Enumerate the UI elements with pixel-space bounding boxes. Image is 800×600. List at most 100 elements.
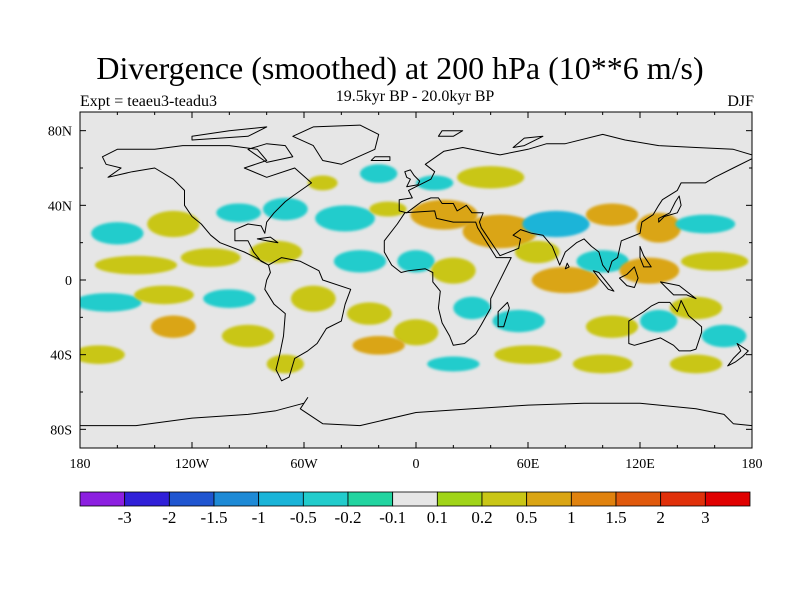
field-blob-6 bbox=[307, 175, 338, 191]
chart-title: Divergence (smoothed) at 200 hPa (10**6 … bbox=[96, 50, 704, 86]
coastline-iceland bbox=[370, 156, 391, 161]
colorbar-level-label: 2 bbox=[656, 508, 665, 527]
field-blob-26 bbox=[681, 252, 749, 271]
field-blob-45 bbox=[427, 356, 480, 372]
field-blob-2 bbox=[216, 203, 262, 223]
field-blob-43 bbox=[80, 345, 125, 364]
season-label: DJF bbox=[727, 93, 754, 110]
field-blob-17 bbox=[94, 255, 178, 275]
colorbar-swatch-11 bbox=[570, 491, 617, 507]
y-tick-label: 80S bbox=[50, 423, 72, 438]
colorbar-level-label: 3 bbox=[701, 508, 710, 527]
field-blob-5 bbox=[369, 201, 407, 217]
coastline-sumatra bbox=[592, 270, 615, 292]
coastline-africa bbox=[383, 210, 512, 346]
coastline-madagascar bbox=[497, 301, 510, 328]
x-tick-label: 0 bbox=[413, 457, 420, 472]
colorbar-swatch-8 bbox=[436, 491, 483, 507]
colorbar-level-label: 1.5 bbox=[605, 508, 626, 527]
field-blob-22 bbox=[430, 257, 476, 284]
colorbar-swatch-10 bbox=[526, 491, 572, 507]
coastline-new-zealand bbox=[727, 343, 749, 367]
field-blob-42 bbox=[701, 324, 747, 348]
field-blob-41 bbox=[669, 296, 723, 320]
colorbar-swatch-14 bbox=[704, 491, 751, 507]
colorbar-swatch-0 bbox=[79, 491, 126, 507]
field-blob-28 bbox=[134, 285, 194, 305]
field-blob-25 bbox=[619, 257, 680, 284]
field-blob-35 bbox=[352, 336, 405, 355]
coastline-baffin bbox=[247, 143, 294, 163]
divergence-field bbox=[80, 164, 749, 374]
coastline-new-guinea bbox=[660, 281, 697, 300]
x-tick-label: 60W bbox=[290, 457, 318, 472]
field-blob-11 bbox=[514, 240, 560, 264]
x-tick-label: 180 bbox=[742, 457, 763, 472]
field-blob-14 bbox=[675, 214, 736, 234]
coastline-australia bbox=[628, 300, 703, 352]
x-tick-label: 60E bbox=[517, 457, 540, 472]
coastline-philippines bbox=[639, 245, 652, 268]
colorbar-swatch-6 bbox=[347, 491, 394, 507]
coastline-greenland bbox=[292, 124, 380, 165]
field-blob-18 bbox=[180, 248, 241, 267]
field-blob-31 bbox=[221, 324, 275, 348]
colorbar-swatch-1 bbox=[124, 491, 170, 507]
field-blob-46 bbox=[572, 354, 633, 374]
field-blob-9 bbox=[462, 214, 538, 249]
field-blob-44 bbox=[266, 354, 305, 374]
field-blob-12 bbox=[585, 203, 639, 226]
x-tick-label: 180 bbox=[70, 457, 91, 472]
x-tick-label: 120W bbox=[175, 457, 210, 472]
field-blob-0 bbox=[91, 222, 144, 245]
field-blob-7 bbox=[360, 164, 398, 183]
x-tick-label: 120E bbox=[625, 457, 655, 472]
colorbar-level-label: -1.5 bbox=[201, 508, 228, 527]
field-blob-24 bbox=[576, 250, 629, 273]
field-blob-23 bbox=[531, 266, 599, 294]
y-tick-label: 80N bbox=[48, 125, 72, 140]
field-blob-3 bbox=[262, 197, 308, 221]
experiment-label: Expt = teaeu3-teadu3 bbox=[80, 93, 217, 110]
field-blob-15 bbox=[457, 166, 525, 189]
colorbar-level-label: 0.2 bbox=[471, 508, 492, 527]
colorbar: -3 -2 -1.5 -1 -0.5 -0.2 -0.1 0.1 0.2 0.5 1 1.5 2 3 bbox=[79, 491, 751, 527]
field-blob-33 bbox=[346, 302, 392, 325]
coastline-south-america bbox=[264, 257, 352, 382]
colorbar-level-label: -3 bbox=[118, 508, 132, 527]
field-blob-20 bbox=[333, 250, 387, 273]
field-blob-16 bbox=[416, 175, 454, 191]
field-blob-38 bbox=[494, 345, 562, 364]
coastline-novaya-zemlya bbox=[512, 135, 544, 148]
coastline-cuba bbox=[256, 236, 279, 244]
field-blob-1 bbox=[147, 210, 200, 238]
field-blob-21 bbox=[397, 250, 435, 273]
field-blob-39 bbox=[585, 315, 639, 338]
coastline-eurasia bbox=[398, 133, 752, 273]
field-blob-27 bbox=[80, 293, 142, 312]
field-blob-10 bbox=[522, 210, 590, 238]
colorbar-swatch-13 bbox=[660, 491, 706, 507]
field-blob-37 bbox=[492, 309, 545, 333]
coastline-antarctica bbox=[80, 397, 752, 427]
colorbar-level-label: 1 bbox=[567, 508, 576, 527]
field-blob-30 bbox=[150, 315, 196, 338]
field-blob-32 bbox=[290, 285, 336, 312]
colorbar-swatch-9 bbox=[481, 491, 528, 507]
colorbar-level-label: -2 bbox=[162, 508, 176, 527]
colorbar-level-label: 0.5 bbox=[516, 508, 537, 527]
colorbar-swatch-2 bbox=[168, 491, 215, 507]
colorbar-swatch-3 bbox=[213, 491, 260, 507]
field-blob-13 bbox=[636, 212, 682, 243]
field-blob-40 bbox=[640, 309, 678, 333]
coastline-uk bbox=[404, 169, 421, 188]
y-tick-label: 40S bbox=[50, 349, 72, 364]
coastline-svalbard bbox=[437, 130, 464, 137]
colorbar-swatch-4 bbox=[258, 491, 304, 507]
field-blob-4 bbox=[315, 205, 375, 232]
coastline-arctic-islands bbox=[191, 126, 268, 141]
field-blob-29 bbox=[203, 289, 256, 308]
y-tick-label: 40N bbox=[48, 199, 72, 214]
coastline-sri-lanka bbox=[564, 262, 570, 270]
